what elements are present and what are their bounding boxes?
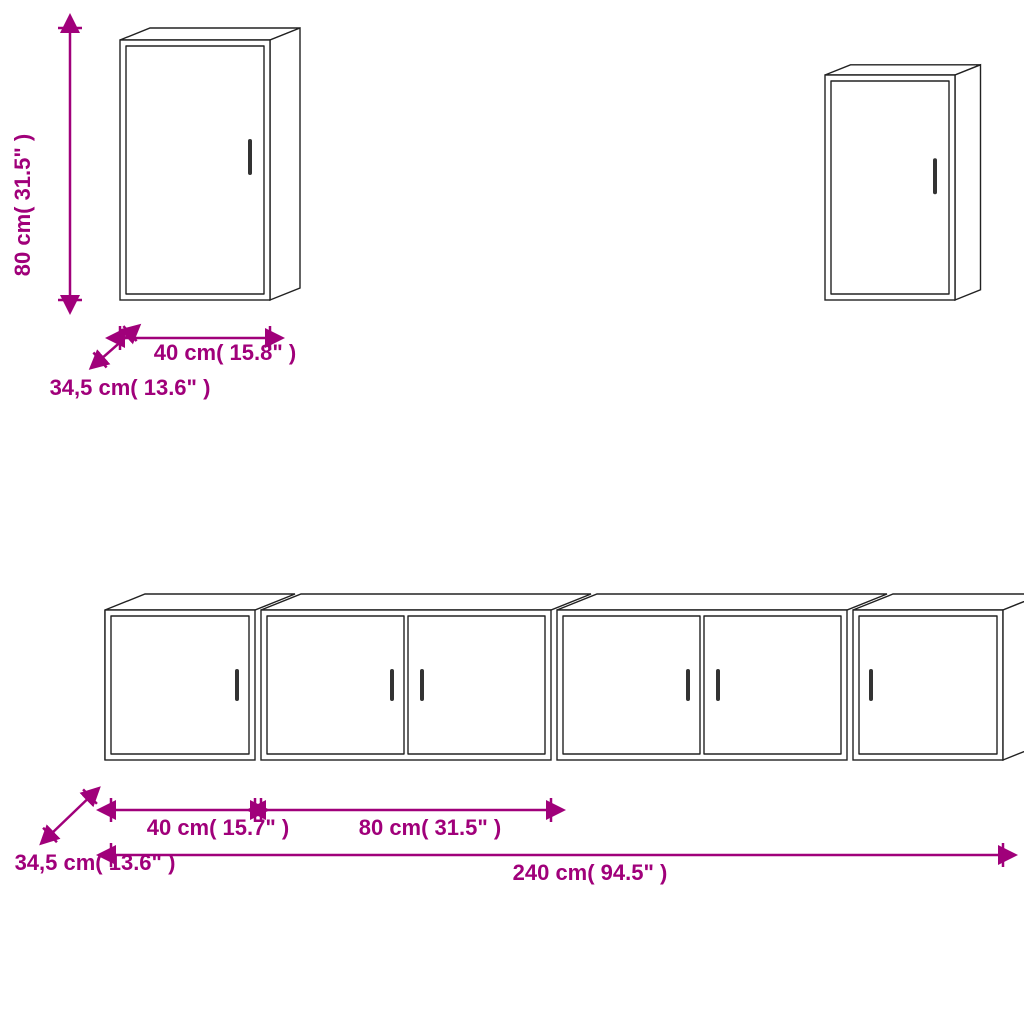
dim-lower-total-width: 240 cm( 94.5" ) [513, 860, 668, 885]
upper-left-cabinet [120, 28, 300, 300]
upper-right-cabinet [825, 65, 981, 300]
dim-upper-height: 80 cm( 31.5" ) [10, 134, 35, 277]
lower-cabinet-row [105, 594, 1024, 760]
dim-lower-small-width: 40 cm( 15.7" ) [147, 815, 290, 840]
dim-lower-mid-width: 80 cm( 31.5" ) [359, 815, 502, 840]
dim-upper-depth: 34,5 cm( 13.6" ) [50, 375, 211, 400]
dim-lower-depth: 34,5 cm( 13.6" ) [15, 850, 176, 875]
technical-drawing: 80 cm( 31.5" ) 40 cm( 15.8" ) 34,5 cm( 1… [0, 0, 1024, 1024]
dim-upper-width: 40 cm( 15.8" ) [154, 340, 297, 365]
